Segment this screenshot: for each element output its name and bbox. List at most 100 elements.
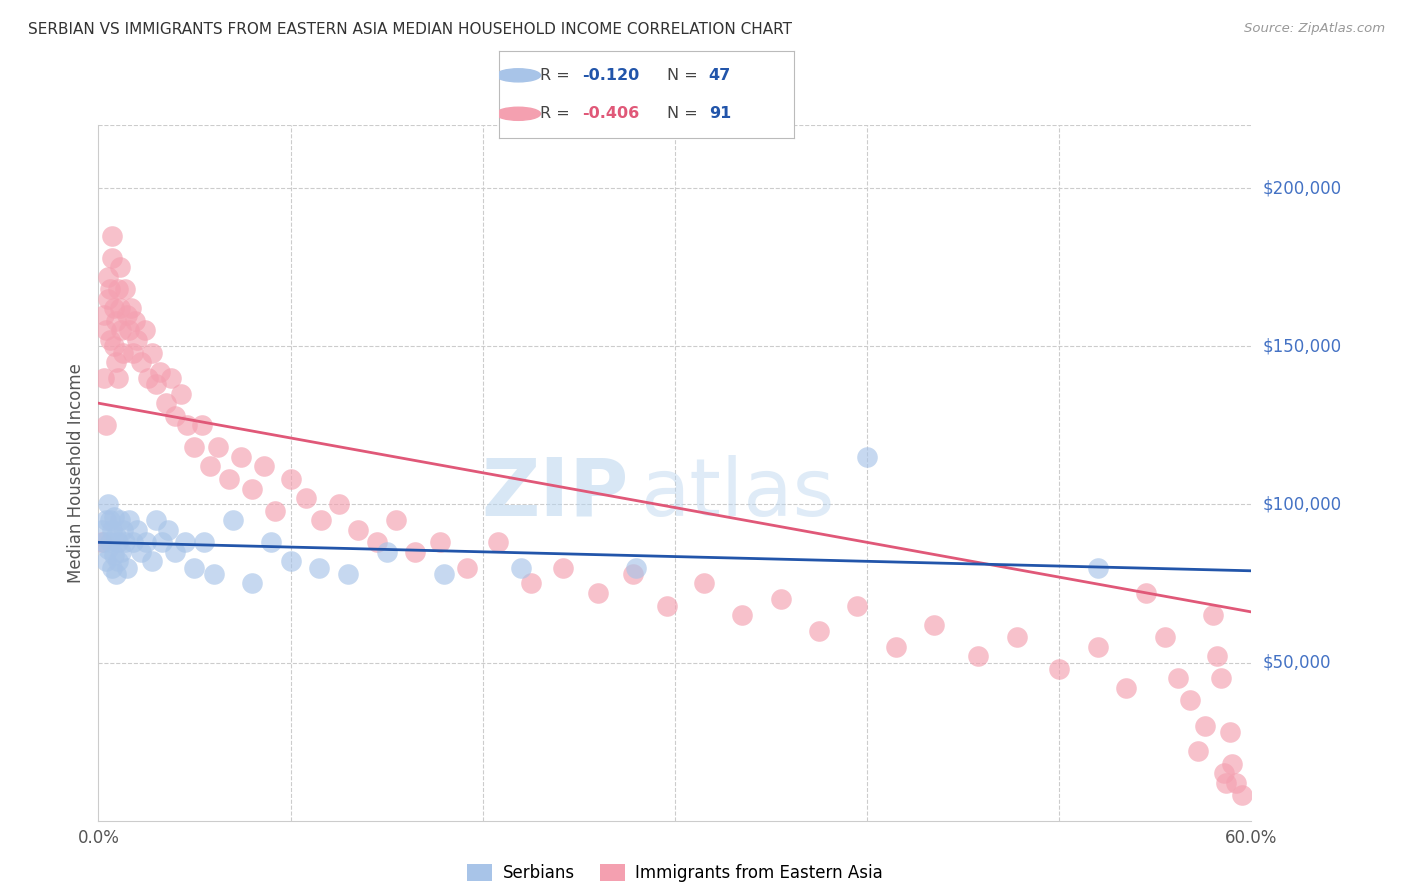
Point bbox=[229, 450, 252, 464]
Point bbox=[110, 323, 132, 337]
Point bbox=[657, 599, 679, 613]
Point bbox=[103, 339, 125, 353]
Text: 47: 47 bbox=[709, 68, 731, 83]
Text: $150,000: $150,000 bbox=[1263, 337, 1341, 355]
Point bbox=[520, 576, 543, 591]
Point bbox=[884, 640, 907, 654]
Point bbox=[366, 535, 388, 549]
Point bbox=[311, 513, 333, 527]
Point bbox=[328, 497, 350, 511]
Point bbox=[104, 566, 127, 581]
Point bbox=[98, 535, 121, 549]
Point bbox=[253, 459, 276, 474]
Point bbox=[510, 560, 533, 574]
Text: R =: R = bbox=[540, 68, 575, 83]
Point bbox=[433, 566, 456, 581]
Point bbox=[97, 292, 120, 306]
Point bbox=[112, 523, 135, 537]
Point bbox=[117, 560, 138, 574]
Text: $200,000: $200,000 bbox=[1263, 179, 1341, 197]
Point bbox=[202, 566, 225, 581]
Point bbox=[1219, 725, 1241, 739]
Point bbox=[1202, 608, 1225, 623]
Circle shape bbox=[496, 107, 540, 120]
Point bbox=[149, 365, 172, 379]
Point bbox=[183, 560, 205, 574]
Point bbox=[1154, 630, 1177, 644]
Point bbox=[107, 371, 129, 385]
Circle shape bbox=[496, 69, 540, 82]
Point bbox=[122, 345, 145, 359]
Point bbox=[97, 541, 120, 556]
Point bbox=[101, 228, 124, 243]
Point bbox=[97, 497, 120, 511]
Point bbox=[621, 566, 644, 581]
Point bbox=[108, 301, 131, 316]
Text: SERBIAN VS IMMIGRANTS FROM EASTERN ASIA MEDIAN HOUSEHOLD INCOME CORRELATION CHAR: SERBIAN VS IMMIGRANTS FROM EASTERN ASIA … bbox=[28, 22, 792, 37]
Point bbox=[198, 459, 221, 474]
Point bbox=[260, 535, 283, 549]
Point bbox=[191, 418, 214, 433]
Point bbox=[176, 418, 198, 433]
Point bbox=[553, 560, 575, 574]
Point bbox=[165, 409, 187, 423]
Point bbox=[141, 345, 163, 359]
Point bbox=[101, 523, 124, 537]
Point bbox=[1213, 766, 1236, 780]
Point bbox=[124, 314, 146, 328]
Point bbox=[731, 608, 754, 623]
Point bbox=[693, 576, 716, 591]
Point bbox=[110, 545, 132, 559]
Point bbox=[120, 301, 142, 316]
Point bbox=[91, 535, 114, 549]
Point bbox=[1047, 662, 1070, 676]
Point bbox=[1225, 775, 1247, 789]
Point bbox=[626, 560, 648, 574]
Point bbox=[1230, 789, 1253, 803]
Point bbox=[134, 323, 156, 337]
Point bbox=[1205, 649, 1227, 664]
Point bbox=[160, 371, 183, 385]
Point bbox=[101, 560, 124, 574]
Point bbox=[183, 441, 205, 455]
Point bbox=[108, 260, 131, 275]
Point bbox=[98, 282, 121, 296]
Point bbox=[104, 355, 127, 369]
Point bbox=[145, 513, 167, 527]
Point bbox=[91, 523, 114, 537]
Point bbox=[165, 545, 187, 559]
Point bbox=[240, 576, 263, 591]
Text: -0.120: -0.120 bbox=[582, 68, 640, 83]
Point bbox=[97, 269, 120, 284]
Point bbox=[280, 472, 302, 486]
Point bbox=[586, 586, 609, 600]
Point bbox=[138, 371, 160, 385]
Point bbox=[94, 554, 117, 568]
Point bbox=[104, 529, 127, 543]
Point bbox=[346, 523, 368, 537]
Point bbox=[429, 535, 451, 549]
Point bbox=[129, 355, 152, 369]
Point bbox=[104, 314, 127, 328]
Text: R =: R = bbox=[540, 106, 575, 121]
Point bbox=[118, 513, 141, 527]
Point bbox=[107, 535, 129, 549]
Point bbox=[103, 510, 125, 524]
Point bbox=[193, 535, 215, 549]
Point bbox=[807, 624, 830, 638]
Point bbox=[98, 513, 121, 527]
Point bbox=[98, 333, 121, 347]
Point bbox=[101, 251, 124, 265]
Point bbox=[1187, 744, 1209, 758]
Point bbox=[145, 377, 167, 392]
Point bbox=[125, 333, 148, 347]
Point bbox=[308, 560, 330, 574]
Point bbox=[1194, 719, 1216, 733]
Point bbox=[1087, 560, 1109, 574]
Point bbox=[156, 523, 179, 537]
Point bbox=[222, 513, 245, 527]
Point bbox=[1209, 671, 1232, 685]
Point bbox=[280, 554, 302, 568]
Point bbox=[118, 323, 141, 337]
Text: atlas: atlas bbox=[640, 455, 835, 533]
